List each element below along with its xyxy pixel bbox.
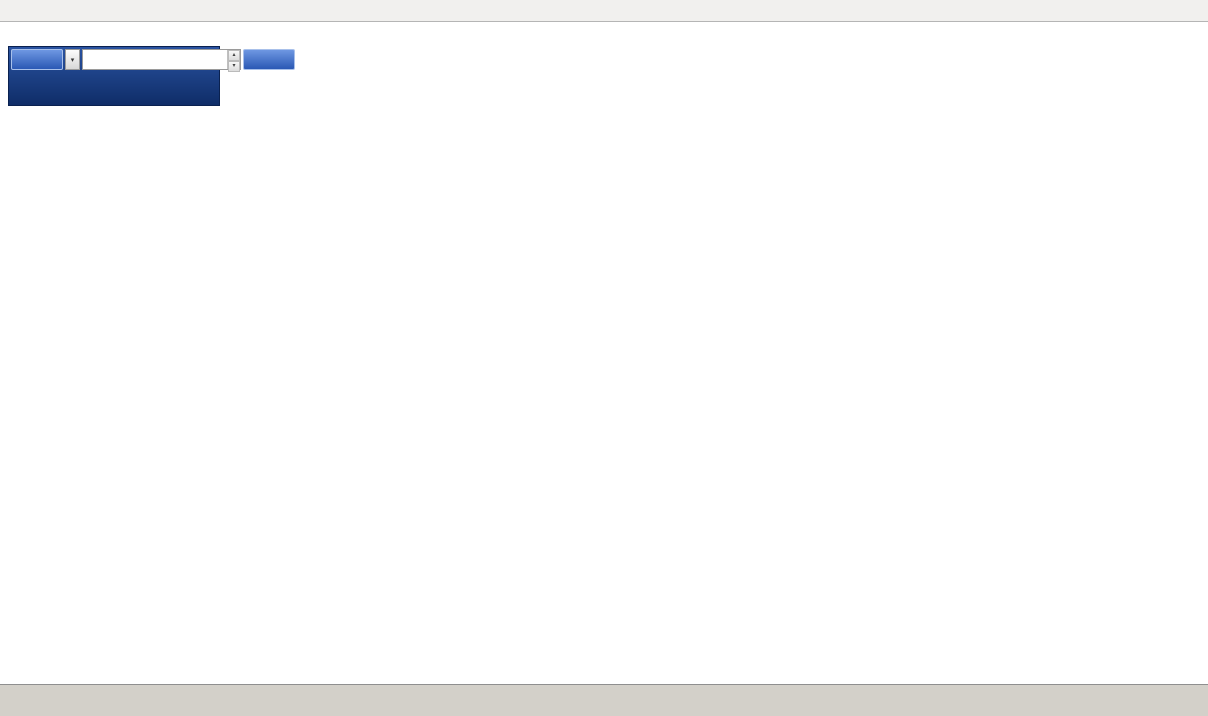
volume-dropdown-button[interactable]: ▾ — [65, 49, 80, 70]
volume-increase-button[interactable]: ▴ — [228, 50, 240, 61]
rsi-indicator-label — [5, 580, 9, 591]
timeframe-toolbar — [0, 0, 1208, 22]
volume-input[interactable] — [83, 50, 227, 69]
trade-prices-row — [11, 72, 217, 103]
sell-button[interactable] — [11, 49, 63, 70]
macd-indicator-label — [5, 492, 13, 503]
volume-spinner: ▴ ▾ — [227, 50, 240, 72]
one-click-trading-panel: ▾ ▴ ▾ — [8, 46, 295, 106]
chevron-down-icon: ▾ — [70, 56, 75, 64]
chart-ohlc-header — [8, 27, 12, 38]
volume-field: ▴ ▾ — [82, 49, 241, 72]
buy-price[interactable] — [114, 72, 217, 103]
chart-tabs — [0, 685, 1208, 710]
volume-decrease-button[interactable]: ▾ — [228, 61, 240, 72]
trade-controls-row: ▾ ▴ ▾ — [11, 49, 295, 72]
sell-price[interactable] — [11, 72, 114, 103]
chart-tab-bar — [0, 684, 1208, 716]
buy-button[interactable] — [243, 49, 295, 70]
